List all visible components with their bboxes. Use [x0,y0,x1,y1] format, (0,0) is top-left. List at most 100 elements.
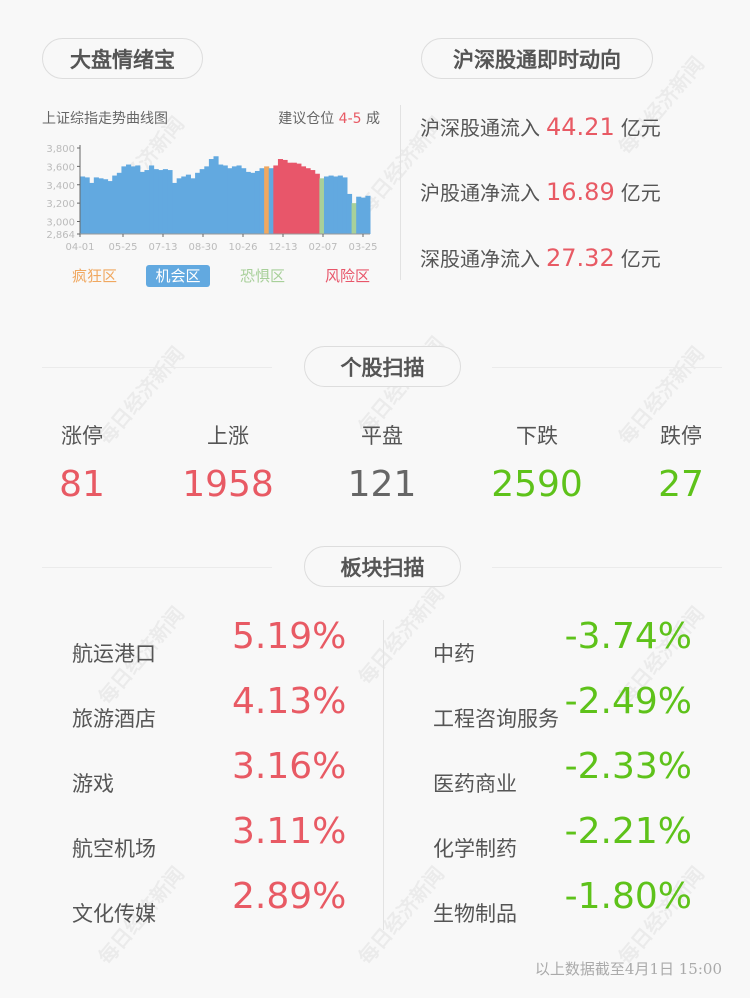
chart-point-crazy [264,166,270,234]
chart-point-risk [310,170,316,234]
stat-value: 27 [658,464,704,505]
y-tick-label: 3,200 [46,199,75,210]
stat-value: 121 [347,464,417,505]
stat-label: 涨停 [61,424,103,448]
chart-point-opportunity [158,170,164,234]
chart-point-opportunity [360,197,366,234]
chart-point-opportunity [93,177,99,234]
stat-label: 上涨 [207,424,249,448]
sector-change: -2.21% [564,811,692,852]
data-timestamp: 以上数据截至4月1日 15:00 [534,960,722,978]
sector-change: 3.16% [232,746,347,787]
chart-point-risk [314,173,320,234]
flow-unit: 亿元 [620,247,661,271]
position-suggestion: 建议仓位 4-5 成 [278,108,380,128]
chart-point-opportunity [199,169,205,234]
sector-name[interactable]: 航运港口 [72,642,156,666]
flow-label: 沪深股通流入 [420,116,540,140]
y-tick-label: 3,800 [46,144,75,155]
chart-point-opportunity [222,165,228,234]
chart-point-opportunity [268,168,274,234]
chart-point-opportunity [139,171,145,234]
legend-risk[interactable]: 风险区 [325,267,371,285]
chart-point-fear [319,178,325,234]
legend-fear[interactable]: 恐惧区 [240,267,286,285]
sector-name[interactable]: 化学制药 [433,837,517,861]
x-tick-label: 03-25 [348,242,377,253]
divider [383,620,384,930]
flow-row-total: 沪深股通流入 44.21 亿元 [420,112,661,141]
sector-change: -3.74% [564,616,692,657]
chart-point-opportunity [149,165,155,234]
stat-limit-down: 跌停 27 [621,420,741,505]
chart-point-risk [291,162,297,234]
sentiment-title: 大盘情绪宝 [42,38,203,79]
connect-title: 沪深股通即时动向 [421,38,653,79]
chart-point-opportunity [121,166,127,234]
x-tick-label: 07-13 [148,242,177,253]
chart-point-opportunity [346,193,353,234]
chart-point-risk [277,159,284,234]
suggest-unit: 成 [366,111,380,127]
sector-name[interactable]: 旅游酒店 [72,707,156,731]
chart-point-risk [300,166,307,234]
sector-name[interactable]: 生物制品 [433,902,517,926]
flow-value: 16.89 [546,178,615,206]
chart-point-opportunity [356,196,362,234]
sector-name[interactable]: 文化传媒 [72,902,156,926]
chart-point-opportunity [153,169,159,234]
stat-label: 下跌 [516,424,558,448]
sector-change: 5.19% [232,616,347,657]
sector-change: -2.33% [564,746,692,787]
chart-point-risk [287,162,293,234]
sector-name[interactable]: 工程咨询服务 [433,707,559,731]
chart-point-opportunity [342,177,348,234]
stat-flat: 平盘 121 [322,420,442,505]
flow-label: 深股通净流入 [420,247,540,271]
chart-point-opportunity [135,165,141,234]
sector-change: 2.89% [232,876,347,917]
chart-point-opportunity [241,168,247,234]
suggest-label: 建议仓位 [278,111,335,127]
chart-point-risk [305,168,311,234]
stocks-title: 个股扫描 [304,346,461,387]
chart-point-opportunity [213,156,219,234]
sector-name[interactable]: 航空机场 [72,837,156,861]
legend-crazy[interactable]: 疯狂区 [72,267,118,285]
y-tick-label: 3,400 [46,181,75,192]
chart-point-opportunity [103,179,109,234]
chart-point-opportunity [259,168,265,234]
sector-change: -1.80% [564,876,692,917]
sector-name[interactable]: 医药商业 [433,772,517,796]
chart-point-opportunity [167,170,173,234]
chart-point-risk [296,163,302,234]
chart-point-opportunity [250,172,256,234]
stat-value: 2590 [491,464,583,505]
chart-point-opportunity [254,170,261,234]
flow-unit: 亿元 [620,181,661,205]
legend-opportunity[interactable]: 机会区 [146,265,210,287]
chart-point-opportunity [176,178,182,234]
watermark: 每日经济新闻 [353,581,449,690]
flow-value: 44.21 [546,113,615,141]
stat-value: 1958 [182,464,274,505]
y-tick-label: 3,600 [46,162,75,173]
y-tick-label: 3,000 [46,218,75,229]
chart-point-opportunity [126,164,132,234]
chart-point-opportunity [84,177,90,234]
stat-label: 跌停 [660,424,702,448]
sectors-title: 板块扫描 [304,546,461,587]
flow-row-sh: 沪股通净流入 16.89 亿元 [420,177,661,206]
chart-point-opportunity [328,175,334,234]
sector-name[interactable]: 中药 [433,642,475,666]
x-tick-label: 08-30 [188,242,217,253]
stat-up: 上涨 1958 [168,420,288,505]
divider [492,567,722,568]
chart-point-opportunity [98,178,104,234]
x-tick-label: 12-13 [268,242,297,253]
chart-point-opportunity [172,182,178,234]
chart-point-opportunity [236,165,242,234]
sector-name[interactable]: 游戏 [72,772,114,796]
chart-point-opportunity [218,164,224,234]
